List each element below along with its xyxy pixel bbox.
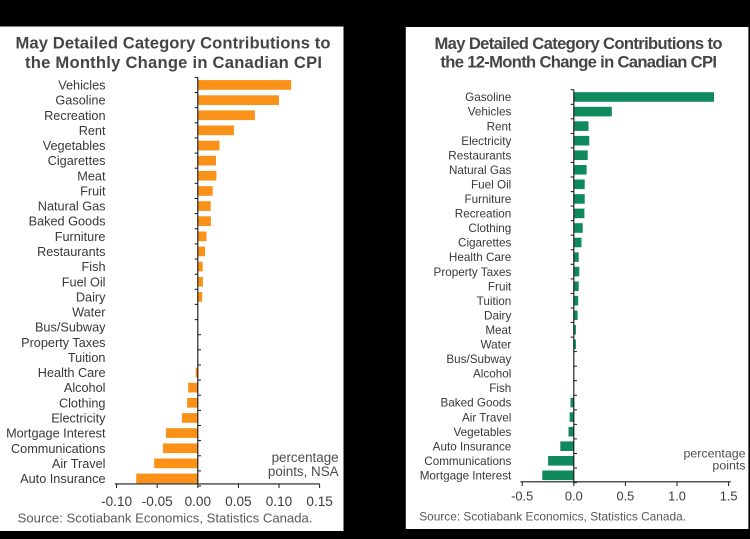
svg-text:Baked Goods: Baked Goods [440,397,511,410]
svg-text:Vehicles: Vehicles [468,106,512,119]
svg-text:Fruit: Fruit [488,280,512,293]
svg-text:Mortgage Interest: Mortgage Interest [6,427,106,441]
svg-text:Natural Gas: Natural Gas [38,200,106,214]
svg-text:Bus/Subway: Bus/Subway [35,321,106,335]
svg-text:Alcohol: Alcohol [473,368,511,381]
svg-text:points: points [712,459,745,473]
svg-text:Fuel Oil: Fuel Oil [471,179,511,192]
svg-text:-0.05: -0.05 [142,494,173,509]
svg-text:Recreation: Recreation [455,208,512,221]
svg-text:Electricity: Electricity [51,412,106,426]
svg-text:1.5: 1.5 [720,489,738,504]
svg-text:Property Taxes: Property Taxes [434,266,512,279]
svg-text:Vegetables: Vegetables [43,139,106,153]
svg-text:Water: Water [481,339,512,352]
svg-text:the Monthly Change in Canadian: the Monthly Change in Canadian CPI [25,53,322,72]
svg-text:Meat: Meat [77,169,106,183]
svg-text:0.15: 0.15 [306,494,332,509]
svg-text:Fruit: Fruit [80,185,106,199]
svg-text:Gasoline: Gasoline [55,94,105,108]
svg-text:Gasoline: Gasoline [465,91,511,104]
svg-text:1.0: 1.0 [668,489,686,504]
svg-text:Vegetables: Vegetables [453,426,511,439]
svg-text:0.5: 0.5 [617,489,635,504]
svg-text:Air Travel: Air Travel [462,411,511,424]
svg-text:Furniture: Furniture [465,193,512,206]
svg-text:-0.5: -0.5 [511,489,533,504]
svg-text:the 12-Month Change in Canadia: the 12-Month Change in Canadian CPI [440,53,717,72]
svg-text:Clothing: Clothing [468,222,511,235]
svg-text:0.0: 0.0 [565,489,583,504]
svg-text:Furniture: Furniture [55,230,106,244]
svg-text:Tuition: Tuition [477,295,512,308]
svg-text:Air Travel: Air Travel [52,457,106,471]
svg-text:May Detailed Category Contribu: May Detailed Category Contributions to [435,34,723,53]
svg-text:Clothing: Clothing [59,396,106,410]
svg-text:Dairy: Dairy [76,290,106,304]
svg-text:Water: Water [72,306,106,320]
svg-text:Alcohol: Alcohol [64,381,106,395]
svg-text:Restaurants: Restaurants [37,245,105,259]
svg-text:0.05: 0.05 [225,494,251,509]
svg-text:Bus/Subway: Bus/Subway [446,353,511,366]
svg-text:Property Taxes: Property Taxes [21,336,105,350]
svg-text:0.10: 0.10 [266,494,293,509]
svg-text:Fuel Oil: Fuel Oil [62,275,106,289]
svg-text:Baked Goods: Baked Goods [29,215,106,229]
svg-text:Health Care: Health Care [449,251,511,264]
svg-text:Dairy: Dairy [484,309,511,322]
svg-text:Cigarettes: Cigarettes [458,237,511,250]
svg-text:Communications: Communications [424,455,511,468]
svg-text:points, NSA: points, NSA [268,464,339,479]
svg-text:Health Care: Health Care [38,366,106,380]
svg-text:May Detailed Category Contribu: May Detailed Category Contributions to [16,34,331,53]
svg-text:Fish: Fish [82,260,106,274]
svg-text:Restaurants: Restaurants [448,149,511,162]
svg-text:Recreation: Recreation [44,109,105,123]
svg-text:-0.10: -0.10 [101,494,132,509]
svg-text:Auto Insurance: Auto Insurance [20,472,105,486]
svg-text:Rent: Rent [487,120,512,133]
svg-text:Electricity: Electricity [461,135,511,148]
svg-text:Meat: Meat [485,324,512,337]
svg-text:Source: Scotiabank Economics,: Source: Scotiabank Economics, Statistics… [419,510,686,524]
svg-text:0.00: 0.00 [185,494,212,509]
svg-text:Rent: Rent [79,124,106,138]
svg-text:Auto Insurance: Auto Insurance [433,440,512,453]
svg-text:Fish: Fish [489,382,511,395]
svg-text:Communications: Communications [11,442,106,456]
svg-text:Cigarettes: Cigarettes [48,154,106,168]
svg-text:Source: Scotiabank Economics,: Source: Scotiabank Economics, Statistics… [18,511,313,526]
svg-text:Mortgage Interest: Mortgage Interest [420,470,512,483]
svg-text:percentage: percentage [683,446,745,460]
svg-text:Natural Gas: Natural Gas [449,164,512,177]
svg-text:percentage: percentage [272,450,339,465]
svg-text:Tuition: Tuition [68,351,106,365]
svg-text:Vehicles: Vehicles [58,79,105,93]
